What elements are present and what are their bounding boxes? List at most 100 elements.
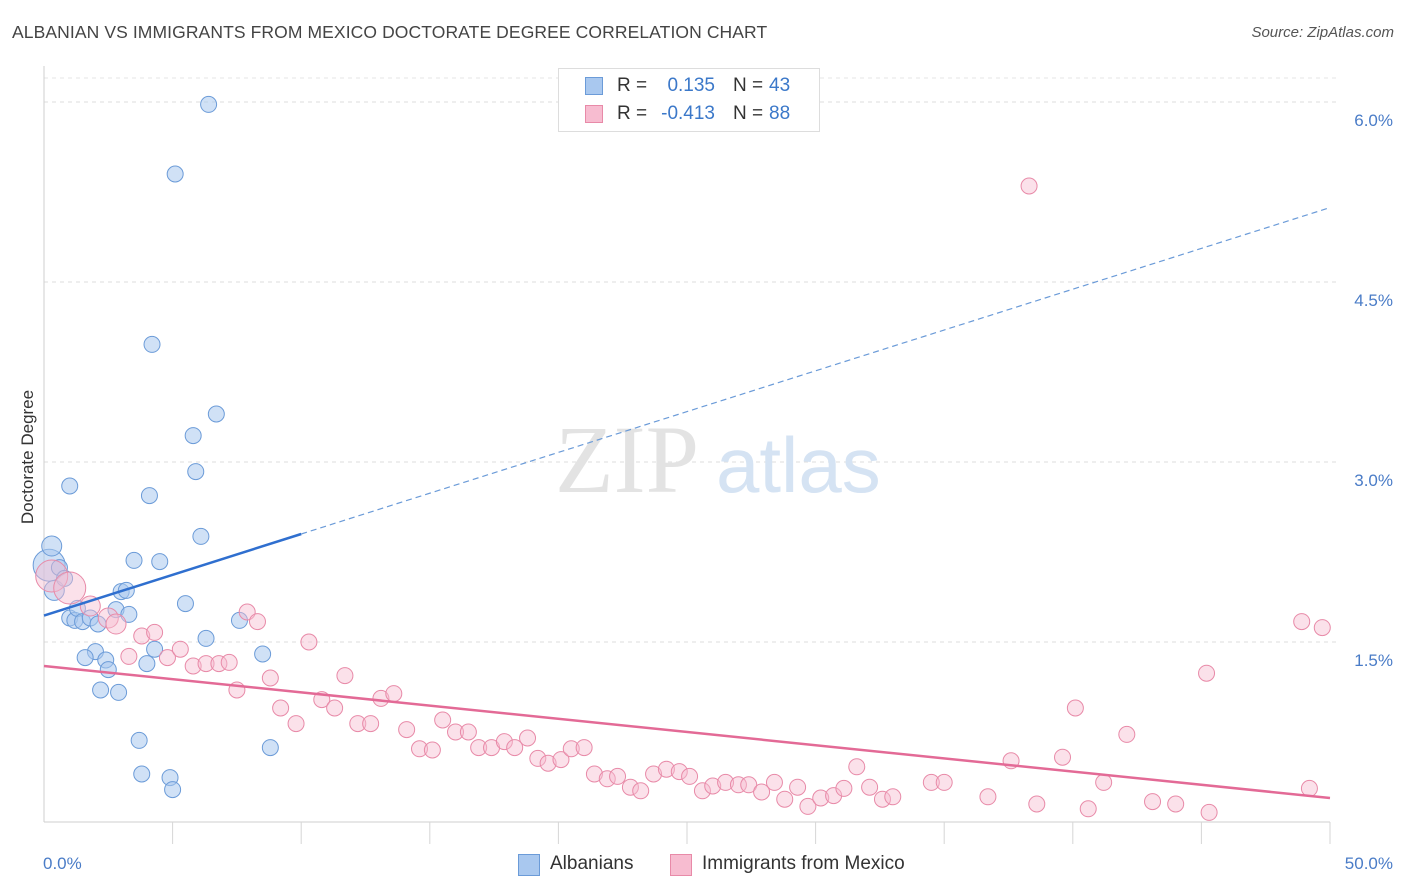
point-mexico-39: [529, 749, 547, 767]
x-tick-label-1: 50.0%: [1345, 854, 1393, 873]
point-mexico-22: [326, 699, 344, 717]
trend-albanians-solid: [43, 532, 302, 617]
watermark: ZIP atlas: [555, 406, 881, 513]
legend-swatch-albanians: [585, 77, 603, 95]
watermark-zip: ZIP: [555, 406, 699, 513]
legend-swatch-albanians: [518, 854, 540, 876]
point-mexico-86: [1313, 619, 1331, 637]
point-mexico-5: [120, 647, 138, 665]
y-tick-label-3: 6.0%: [1354, 111, 1393, 130]
point-albanians-1: [41, 535, 63, 557]
point-albanians-21: [125, 551, 143, 569]
point-albanians-22: [130, 731, 148, 749]
point-mexico-77: [1066, 699, 1084, 717]
point-mexico-58: [753, 783, 771, 801]
point-mexico-66: [848, 758, 866, 776]
point-mexico-17: [261, 669, 279, 687]
legend-swatch-mexico: [670, 854, 692, 876]
point-mexico-20: [300, 633, 318, 651]
point-mexico-55: [717, 773, 735, 791]
grid-lines: [44, 77, 1338, 643]
legend-label-mexico: Immigrants from Mexico: [702, 853, 905, 874]
point-mexico-16: [248, 613, 266, 631]
point-mexico-59: [765, 773, 783, 791]
point-mexico-31: [434, 711, 452, 729]
point-mexico-7: [146, 623, 164, 641]
point-mexico-27: [385, 685, 403, 703]
x-tick-label-0: 0.0%: [43, 854, 82, 873]
legend-n-value-albanians: 43: [769, 75, 791, 96]
y-tick-label-2: 4.5%: [1354, 291, 1393, 310]
point-mexico-78: [1079, 800, 1097, 818]
point-mexico-48: [632, 782, 650, 800]
data-points: [32, 95, 1331, 821]
point-mexico-38: [519, 729, 537, 747]
point-mexico-82: [1167, 795, 1185, 813]
point-mexico-33: [459, 723, 477, 741]
point-mexico-85: [1293, 613, 1311, 631]
point-albanians-26: [143, 335, 161, 353]
point-mexico-10: [184, 657, 202, 675]
point-mexico-69: [884, 788, 902, 806]
point-mexico-0: [35, 559, 69, 593]
point-mexico-4: [105, 613, 127, 635]
point-albanians-24: [138, 655, 156, 673]
point-mexico-37: [506, 739, 524, 757]
point-mexico-26: [372, 689, 390, 707]
point-mexico-73: [979, 788, 997, 806]
point-mexico-68: [873, 790, 891, 808]
point-albanians-33: [184, 427, 202, 445]
point-albanians-35: [192, 527, 210, 545]
point-mexico-45: [598, 770, 616, 788]
point-mexico-46: [609, 767, 627, 785]
point-mexico-30: [423, 741, 441, 759]
point-mexico-9: [171, 640, 189, 658]
point-mexico-29: [411, 740, 429, 758]
point-albanians-36: [197, 629, 215, 647]
point-mexico-52: [681, 767, 699, 785]
point-mexico-44: [585, 765, 603, 783]
point-mexico-34: [470, 739, 488, 757]
point-albanians-32: [176, 595, 194, 613]
legend-swatch-mexico: [585, 105, 603, 123]
y-tick-label-1: 3.0%: [1354, 471, 1393, 490]
point-albanians-23: [133, 765, 151, 783]
point-mexico-70: [922, 773, 940, 791]
trend-lines: [43, 207, 1331, 800]
point-mexico-76: [1054, 748, 1072, 766]
point-albanians-12: [92, 681, 110, 699]
source-label: Source: ZipAtlas.com: [1251, 24, 1394, 41]
point-mexico-23: [336, 667, 354, 685]
point-mexico-47: [621, 778, 639, 796]
point-albanians-15: [76, 649, 94, 667]
point-mexico-2: [79, 595, 101, 617]
axes: [43, 66, 1331, 844]
point-mexico-40: [539, 754, 557, 772]
point-mexico-71: [935, 773, 953, 791]
point-mexico-11: [197, 655, 215, 673]
point-albanians-34: [187, 463, 205, 481]
tick-labels: 1.5% 3.0% 4.5% 6.0% 0.0% 50.0%: [43, 111, 1393, 873]
point-mexico-81: [1144, 793, 1162, 811]
point-mexico-41: [552, 751, 570, 769]
legend-r-label: R =: [617, 103, 648, 124]
point-albanians-42: [61, 477, 79, 495]
point-mexico-51: [670, 763, 688, 781]
legend-row-albanians: R = 0.135 N = 43: [559, 73, 819, 99]
legend-r-value-albanians: 0.135: [667, 75, 715, 96]
point-mexico-83: [1198, 664, 1216, 682]
watermark-atlas: atlas: [716, 421, 881, 509]
point-mexico-25: [362, 715, 380, 733]
legend-n-value-mexico: 88: [769, 103, 791, 124]
legend-r-label: R =: [617, 75, 648, 96]
series-legend: Albanians Immigrants from Mexico: [0, 852, 1406, 878]
point-albanians-17: [110, 683, 128, 701]
point-mexico-28: [398, 721, 416, 739]
point-albanians-38: [207, 405, 225, 423]
point-mexico-36: [495, 733, 513, 751]
point-mexico-6: [133, 627, 151, 645]
point-mexico-54: [704, 777, 722, 795]
point-albanians-41: [261, 739, 279, 757]
point-mexico-63: [812, 789, 830, 807]
chart-title: ALBANIAN VS IMMIGRANTS FROM MEXICO DOCTO…: [12, 22, 768, 42]
